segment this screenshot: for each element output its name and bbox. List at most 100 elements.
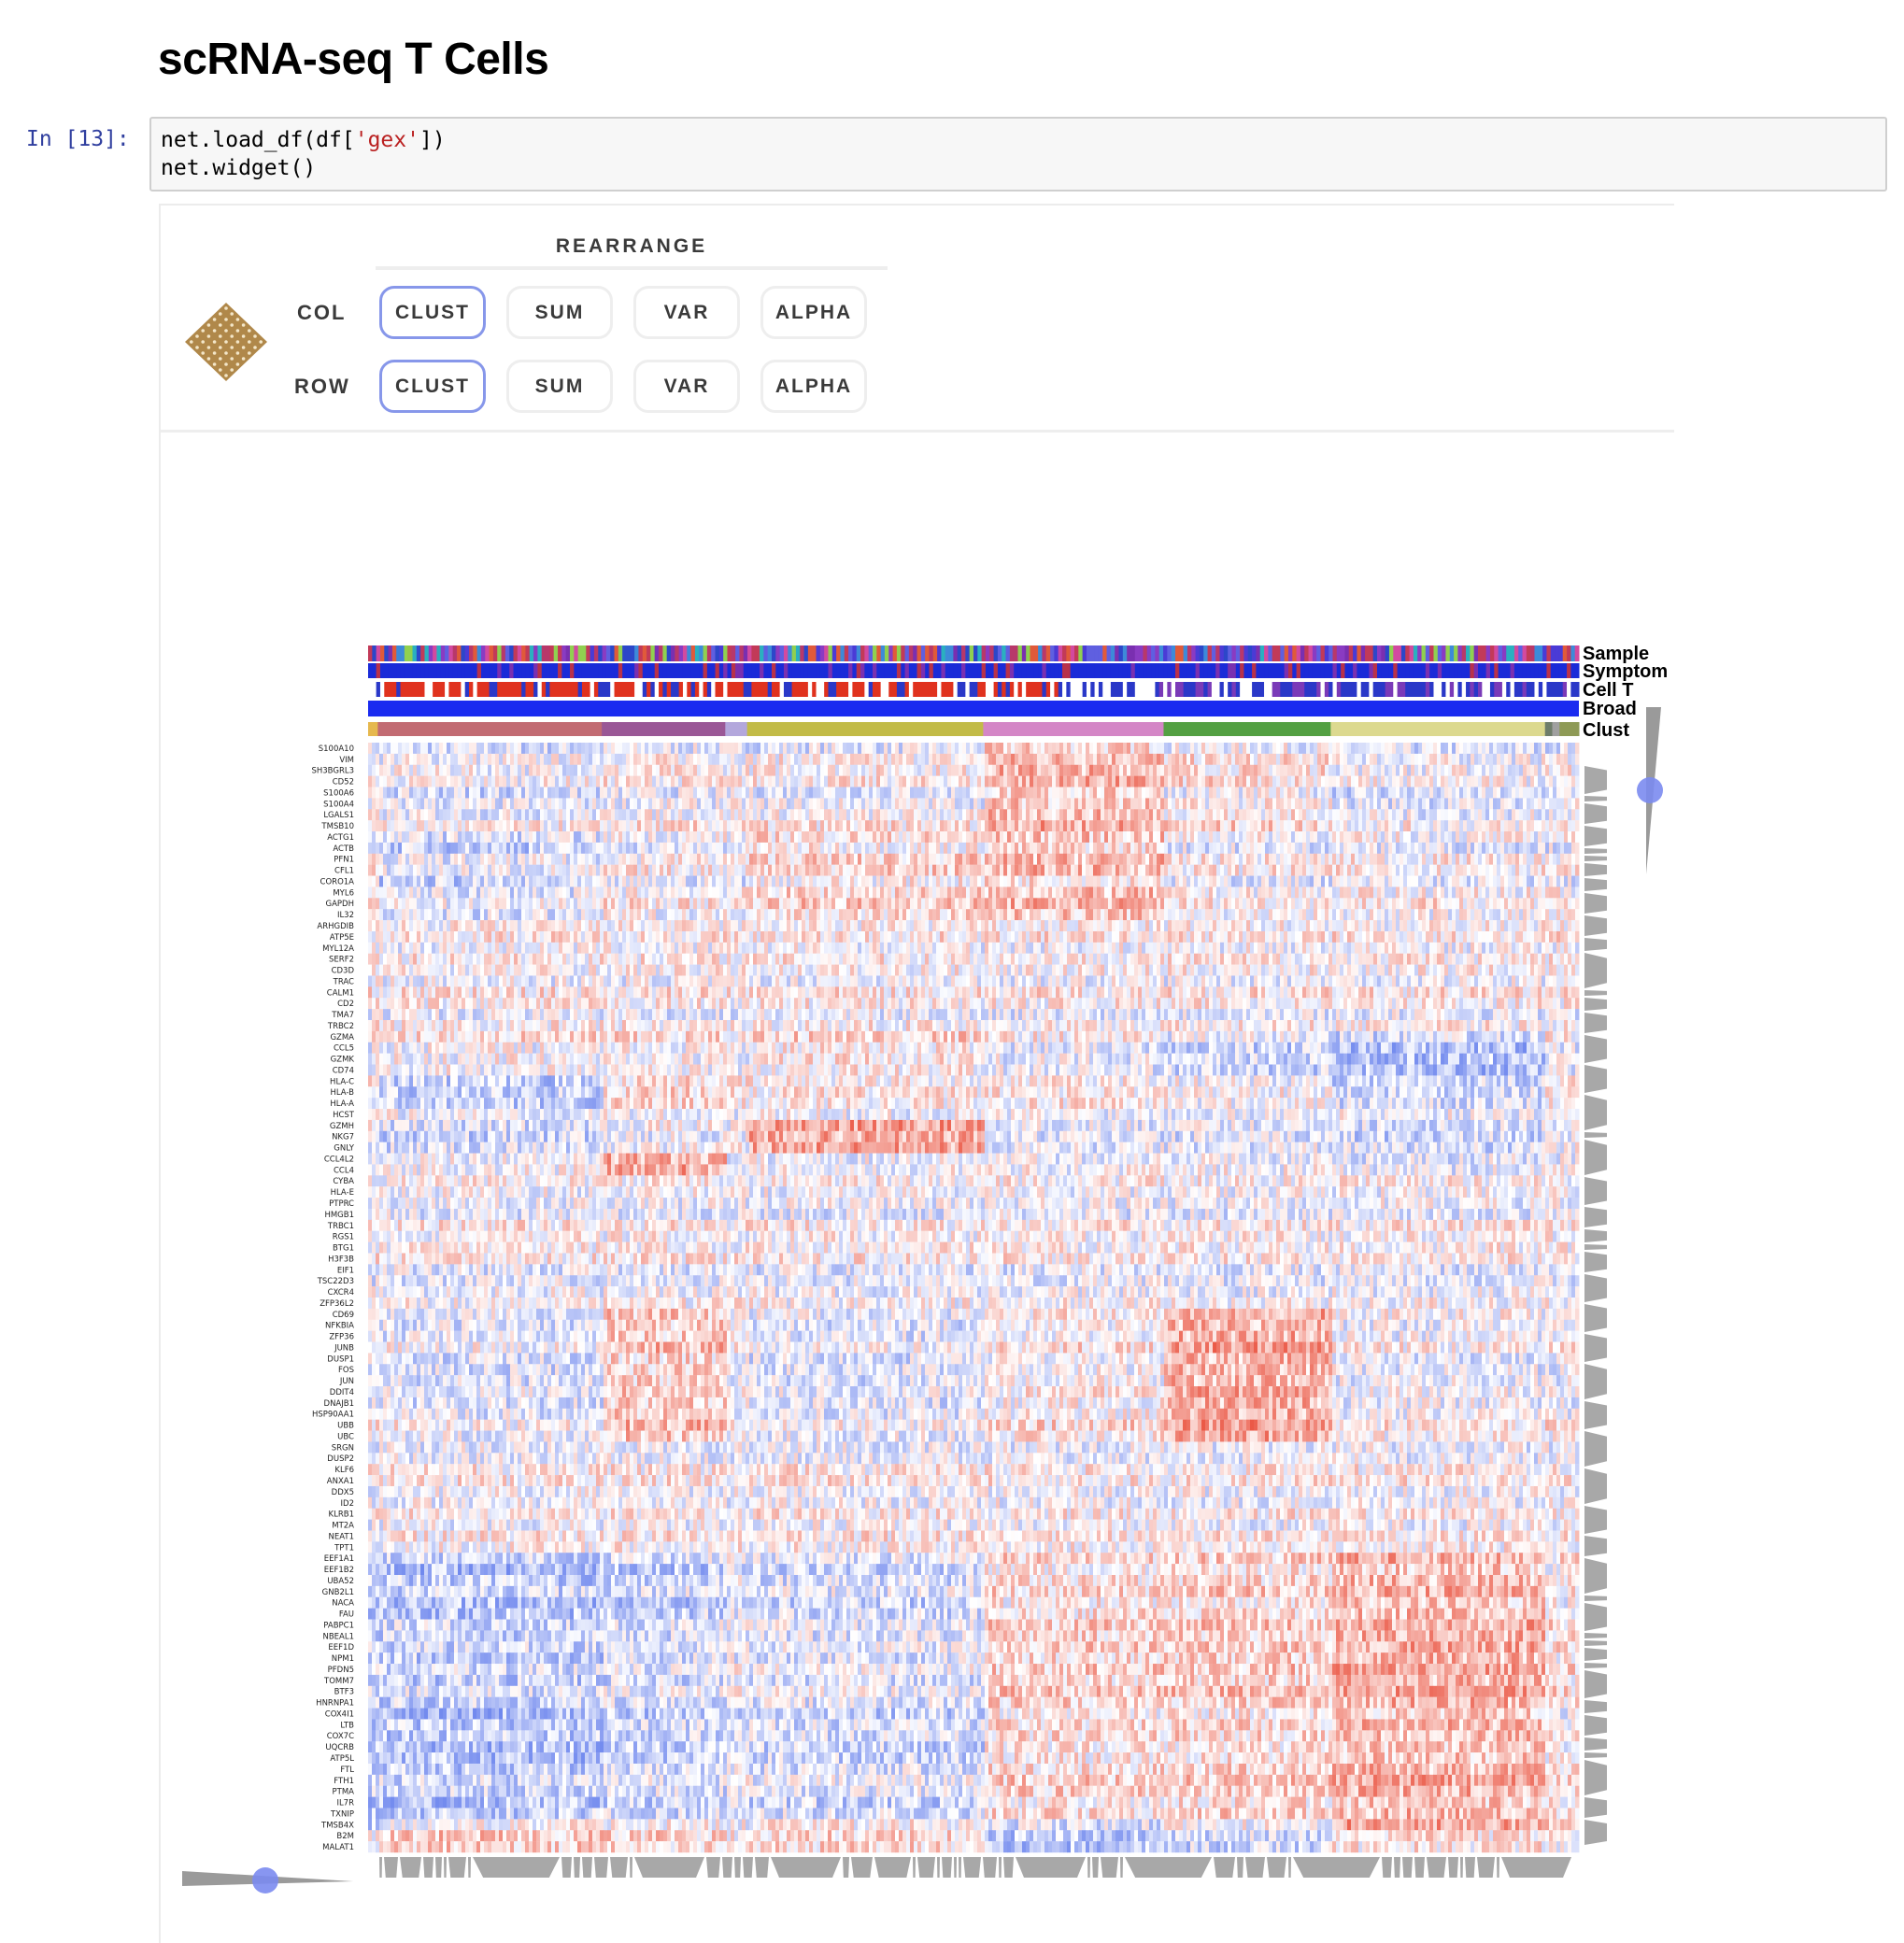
- heatmap-cell: [1355, 754, 1358, 765]
- heatmap-cell: [1261, 865, 1265, 876]
- heatmap-cell: [966, 865, 970, 876]
- heatmap-cell: [1463, 776, 1467, 787]
- heatmap-cell: [1373, 854, 1377, 865]
- heatmap-cell: [693, 754, 697, 765]
- heatmap-cell: [820, 776, 824, 787]
- heatmap-cell: [1459, 798, 1463, 809]
- heatmap-cell: [667, 798, 671, 809]
- heatmap-cell: [1160, 754, 1164, 765]
- heatmap-cell: [1224, 898, 1228, 909]
- heatmap-cell: [1261, 754, 1265, 765]
- heatmap-cell: [932, 787, 936, 799]
- heatmap-cell: [678, 754, 682, 765]
- heatmap-cell: [1411, 898, 1414, 909]
- heatmap-cell: [1414, 787, 1418, 799]
- heatmap-cell: [1478, 765, 1482, 776]
- heatmap-cell: [1336, 743, 1340, 754]
- heatmap-cell: [884, 743, 888, 754]
- heatmap-cell: [955, 865, 959, 876]
- heatmap-cell: [1482, 865, 1485, 876]
- heatmap-cell: [1213, 820, 1216, 831]
- heatmap-cell: [1485, 776, 1489, 787]
- heatmap-cell: [585, 843, 589, 854]
- heatmap-cell: [566, 776, 570, 787]
- heatmap-cell: [1235, 831, 1239, 843]
- heatmap-cell: [779, 865, 783, 876]
- heatmap-cell: [536, 820, 540, 831]
- heatmap-cell: [817, 809, 820, 820]
- heatmap-cell: [574, 886, 577, 898]
- heatmap-cell: [499, 886, 503, 898]
- heatmap-cell: [409, 809, 413, 820]
- heatmap-cell: [977, 765, 981, 776]
- heatmap-cell: [1370, 809, 1373, 820]
- heatmap-cell: [1018, 854, 1022, 865]
- heatmap-cell: [562, 754, 566, 765]
- heatmap-cell: [1489, 843, 1493, 854]
- heatmap-cell: [902, 798, 906, 809]
- heatmap-cell: [1478, 831, 1482, 843]
- heatmap-cell: [1329, 798, 1332, 809]
- heatmap-cell: [641, 798, 645, 809]
- heatmap-cell: [518, 843, 521, 854]
- heatmap-cell: [383, 854, 387, 865]
- heatmap-cell: [1355, 787, 1358, 799]
- heatmap-cell: [1329, 876, 1332, 887]
- heatmap-cell: [727, 865, 731, 876]
- heatmap-cell: [716, 820, 719, 831]
- heatmap-cell: [1067, 765, 1071, 776]
- heatmap-cell: [1209, 898, 1213, 909]
- heatmap-cell: [955, 854, 959, 865]
- heatmap-cell: [686, 809, 689, 820]
- heatmap-cell: [1269, 865, 1272, 876]
- heatmap-cell: [809, 865, 813, 876]
- heatmap-cell: [723, 754, 727, 765]
- heatmap-cell: [917, 776, 921, 787]
- heatmap-cell: [888, 820, 891, 831]
- heatmap-cell: [372, 798, 376, 809]
- heatmap-cell: [1246, 865, 1250, 876]
- heatmap-cell: [1530, 776, 1534, 787]
- heatmap-cell: [544, 865, 547, 876]
- heatmap-cell: [693, 798, 697, 809]
- heatmap-cell: [839, 809, 843, 820]
- heatmap-cell: [734, 854, 738, 865]
- heatmap-cell: [944, 787, 947, 799]
- heatmap-cell: [413, 820, 417, 831]
- heatmap-cell: [846, 787, 850, 799]
- heatmap-cell: [1216, 809, 1220, 820]
- heatmap-cell: [439, 754, 443, 765]
- heatmap-cell: [1530, 787, 1534, 799]
- heatmap-cell: [585, 743, 589, 754]
- heatmap-cell: [1370, 831, 1373, 843]
- heatmap-cell: [1164, 831, 1168, 843]
- heatmap-cell: [559, 809, 562, 820]
- heatmap-cell: [1138, 809, 1142, 820]
- heatmap-cell: [1104, 798, 1108, 809]
- heatmap-cell: [1575, 787, 1579, 799]
- heatmap-cell: [1370, 886, 1373, 898]
- heatmap-cell: [439, 909, 443, 920]
- heatmap-cell: [757, 865, 760, 876]
- heatmap-cell: [1504, 865, 1508, 876]
- heatmap-cell: [839, 854, 843, 865]
- heatmap-cell: [652, 809, 656, 820]
- heatmap-cell: [1534, 776, 1538, 787]
- heatmap-cell: [704, 854, 708, 865]
- heatmap-cell: [417, 898, 420, 909]
- heatmap-cell: [843, 798, 846, 809]
- heatmap-cell: [1093, 798, 1097, 809]
- heatmap-cell: [1250, 809, 1254, 820]
- heatmap-cell: [443, 876, 447, 887]
- heatmap-cell: [910, 854, 914, 865]
- heatmap-cell: [1220, 765, 1224, 776]
- heatmap-cell: [577, 754, 581, 765]
- heatmap-cell: [1444, 843, 1448, 854]
- heatmap-cell: [1231, 898, 1235, 909]
- heatmap-cell: [1553, 743, 1556, 754]
- heatmap-cell: [944, 886, 947, 898]
- heatmap-cell: [988, 898, 992, 909]
- heatmap-cell: [633, 820, 637, 831]
- heatmap-cell: [1336, 831, 1340, 843]
